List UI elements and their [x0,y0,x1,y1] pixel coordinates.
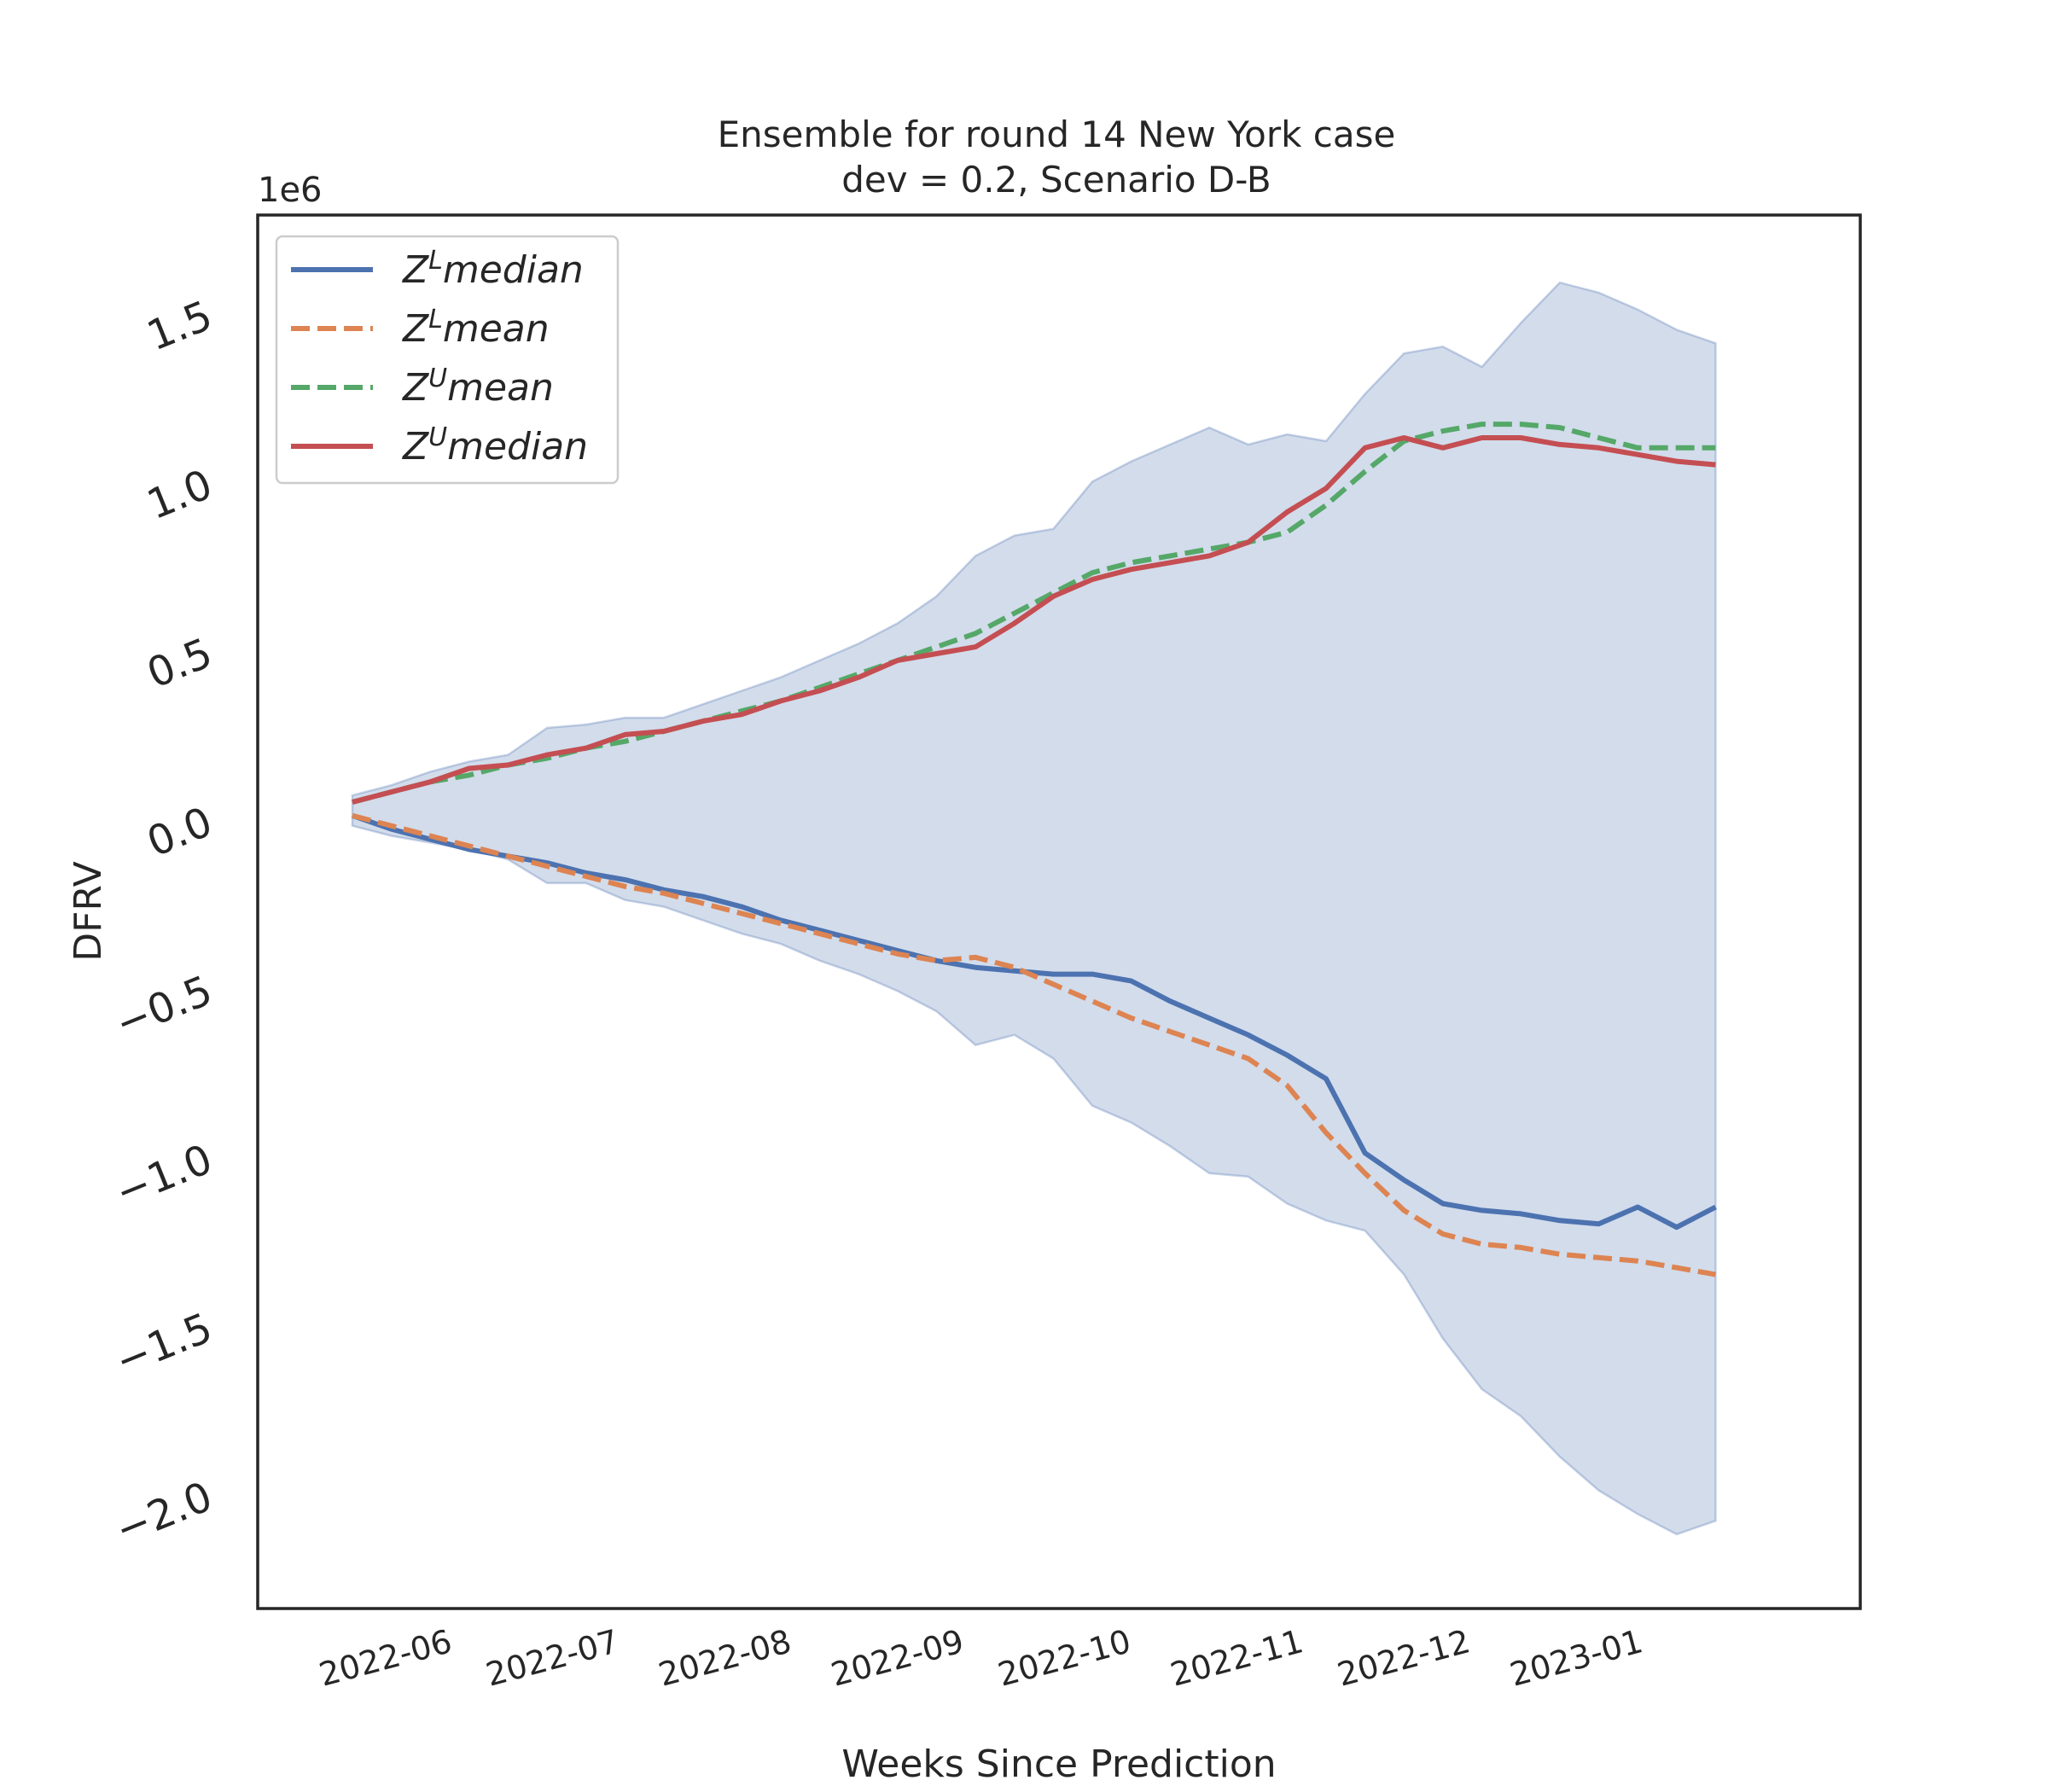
legend-label: ZUmedian [402,422,588,468]
series-line [351,812,1717,1231]
series-1 [351,812,1717,1231]
plot-frame [256,213,1862,1610]
chart-subtitle: dev = 0.2, Scenario D-B [841,159,1271,201]
chart-title: Ensemble for round 14 New York case [718,113,1396,155]
legend-label: ZUmean [402,364,554,410]
legend-label: ZLmedian [402,246,584,292]
y-offset-label: 1e6 [258,171,323,210]
uncertainty-band [351,281,1717,1536]
band-layer [351,281,1717,1536]
legend-box [275,235,620,485]
legend: ZLmedian ZLmean ZUmean ZUmedian [275,235,620,485]
legend-label: ZLmean [402,305,550,351]
legend-items: ZLmedian ZLmean ZUmean ZUmedian [291,246,588,468]
series-layer [351,422,1717,1277]
series-line [352,812,1717,1277]
series-line [352,435,1716,805]
y-axis-label: DFRV [67,861,110,961]
x-axis-label: Weeks Since Prediction [841,1743,1276,1786]
series-2 [352,812,1717,1277]
plot-area [351,281,1717,1536]
series-4 [352,435,1716,805]
